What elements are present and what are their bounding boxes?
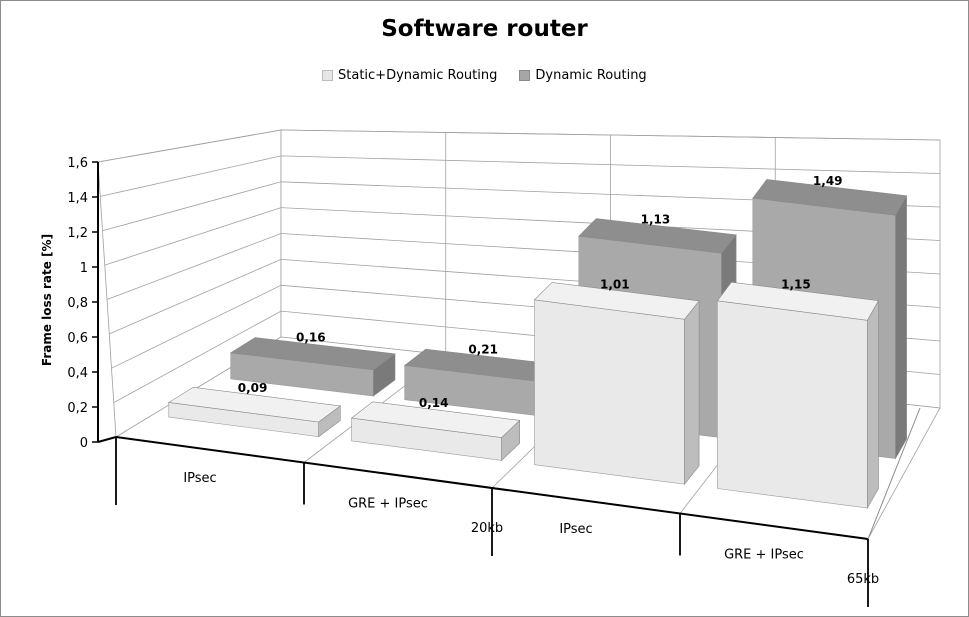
data-label: 1,13 xyxy=(641,212,671,226)
bar-side xyxy=(867,299,879,510)
y-tick-label: 0,8 xyxy=(67,296,88,311)
bar xyxy=(752,179,908,216)
bar-front xyxy=(534,299,685,485)
bar-front xyxy=(717,300,868,509)
bar xyxy=(229,337,396,371)
legend-swatch-dynamic xyxy=(519,70,531,81)
x-category-label: GRE + IPsec xyxy=(348,496,428,511)
bar-side xyxy=(895,194,907,460)
data-label: 0,14 xyxy=(419,396,449,410)
bar xyxy=(578,218,737,254)
gridline-h xyxy=(102,181,941,232)
y-tick-label: 0,6 xyxy=(67,331,88,346)
legend-swatch-static-dynamic xyxy=(322,70,333,81)
legend: Static+Dynamic Routing Dynamic Routing xyxy=(322,68,647,83)
chart-title: Software router xyxy=(381,16,588,42)
bar xyxy=(716,281,879,321)
y-tick-label: 1,6 xyxy=(67,156,88,171)
legend-label-dynamic: Dynamic Routing xyxy=(535,68,647,83)
y-tick-label: 1,2 xyxy=(67,226,88,241)
y-tick-label: 1 xyxy=(80,261,88,276)
x-category-label: IPsec xyxy=(183,471,216,486)
x-group-label: 65kb xyxy=(847,572,879,587)
bar-side xyxy=(684,300,700,486)
bar xyxy=(533,282,700,320)
y-tick-label: 0,4 xyxy=(67,366,88,381)
data-label: 0,09 xyxy=(238,381,268,395)
data-label: 1,15 xyxy=(781,278,811,292)
gridline-h xyxy=(100,155,941,197)
data-label: 0,16 xyxy=(296,330,326,344)
gridline-h xyxy=(97,129,941,163)
legend-label-static-dynamic: Static+Dynamic Routing xyxy=(338,68,498,83)
data-label: 0,21 xyxy=(468,342,498,356)
y-tick-label: 1,4 xyxy=(67,191,88,206)
y-tick-label: 0,2 xyxy=(67,401,88,416)
bar xyxy=(350,401,521,438)
legend-item-static-dynamic: Static+Dynamic Routing xyxy=(322,68,497,83)
x-group-label: 20kb xyxy=(471,521,503,536)
x-axis-corner xyxy=(97,436,117,443)
legend-item-dynamic: Dynamic Routing xyxy=(519,68,647,83)
bar xyxy=(167,386,342,423)
x-category-label: IPsec xyxy=(559,522,592,537)
data-label: 1,49 xyxy=(813,174,843,188)
x-category-label: GRE + IPsec xyxy=(724,547,804,562)
floor-right-edge xyxy=(867,407,921,540)
y-tick-label: 0 xyxy=(80,436,88,451)
gridline-h xyxy=(104,207,941,266)
data-label: 1,01 xyxy=(600,277,630,291)
